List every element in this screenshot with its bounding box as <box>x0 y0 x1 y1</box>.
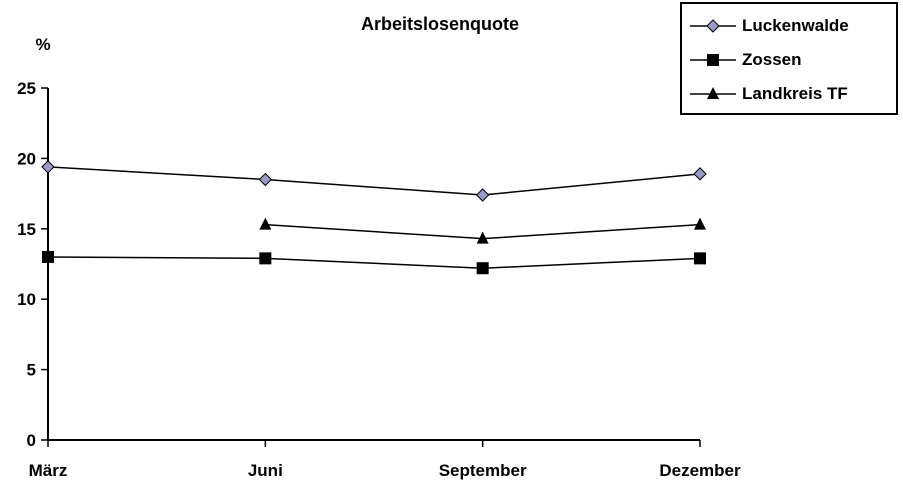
legend-swatch-luckenwalde <box>690 19 736 33</box>
data-point-zossen <box>476 262 489 275</box>
legend-item-luckenwalde: Luckenwalde <box>688 14 849 38</box>
data-point-luckenwalde <box>41 160 55 174</box>
x-tick-label: Dezember <box>659 461 741 480</box>
x-tick-label: März <box>29 461 68 480</box>
y-tick-label: 25 <box>17 79 36 98</box>
series-line-zossen <box>47 256 701 269</box>
legend-label-zossen: Zossen <box>742 50 802 69</box>
legend-swatch-landkreis-tf <box>690 87 736 99</box>
x-tick-label: Juni <box>248 461 283 480</box>
data-point-luckenwalde <box>258 172 273 187</box>
data-point-zossen <box>42 250 54 263</box>
y-tick-label: 20 <box>17 149 36 168</box>
data-point-luckenwalde <box>475 188 490 202</box>
y-tick-label: 0 <box>27 431 36 450</box>
legend-item-landkreis-tf: Landkreis TF <box>688 82 848 106</box>
series-group <box>41 160 707 275</box>
y-tick-label: 10 <box>17 290 36 309</box>
legend-label-luckenwalde: Luckenwalde <box>742 16 849 35</box>
data-point-zossen <box>694 252 706 265</box>
data-point-zossen <box>259 252 272 265</box>
y-tick-label: 5 <box>27 361 36 380</box>
data-point-landkreis-tf <box>259 217 272 230</box>
series-line-luckenwalde <box>47 166 701 196</box>
data-point-landkreis-tf <box>694 217 706 230</box>
chart-title: Arbeitslosenquote <box>361 14 519 34</box>
legend-label-landkreis-tf: Landkreis TF <box>742 84 848 103</box>
legend: Luckenwalde Zossen Landkreis TF <box>680 2 898 115</box>
data-point-luckenwalde <box>693 167 707 181</box>
legend-swatch-zossen <box>690 54 736 66</box>
y-tick-label: 15 <box>17 220 36 239</box>
y-axis-label: % <box>35 35 50 54</box>
y-axis-ticks: 0 5 10 15 20 25 <box>17 79 48 450</box>
legend-item-zossen: Zossen <box>688 48 802 72</box>
data-point-landkreis-tf <box>476 231 489 244</box>
x-axis-ticks: März Juni September Dezember <box>29 440 741 480</box>
x-tick-label: September <box>439 461 527 480</box>
